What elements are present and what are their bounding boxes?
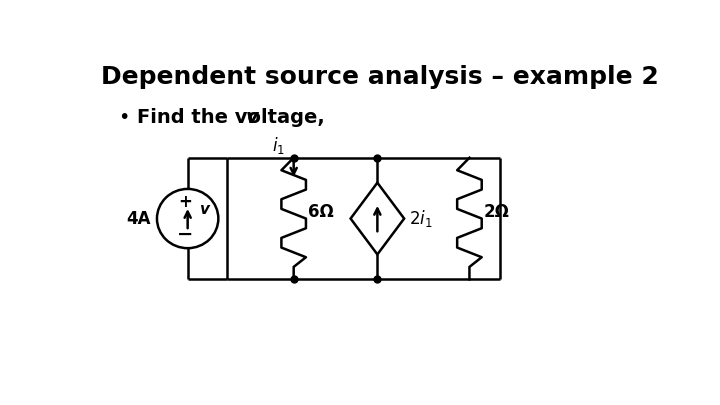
- Text: $i_1$: $i_1$: [272, 135, 285, 156]
- Text: v: v: [199, 202, 210, 217]
- Text: $2i_1$: $2i_1$: [409, 208, 432, 229]
- Text: •: •: [118, 108, 129, 127]
- Text: −: −: [176, 225, 193, 244]
- Text: v: v: [246, 108, 259, 127]
- Text: Dependent source analysis – example 2: Dependent source analysis – example 2: [102, 65, 659, 89]
- Text: +: +: [178, 193, 192, 211]
- Text: 4A: 4A: [126, 209, 150, 228]
- Polygon shape: [351, 183, 404, 254]
- Text: Find the voltage,: Find the voltage,: [138, 108, 332, 127]
- Text: 2Ω: 2Ω: [484, 203, 510, 221]
- Text: 6Ω: 6Ω: [308, 203, 334, 221]
